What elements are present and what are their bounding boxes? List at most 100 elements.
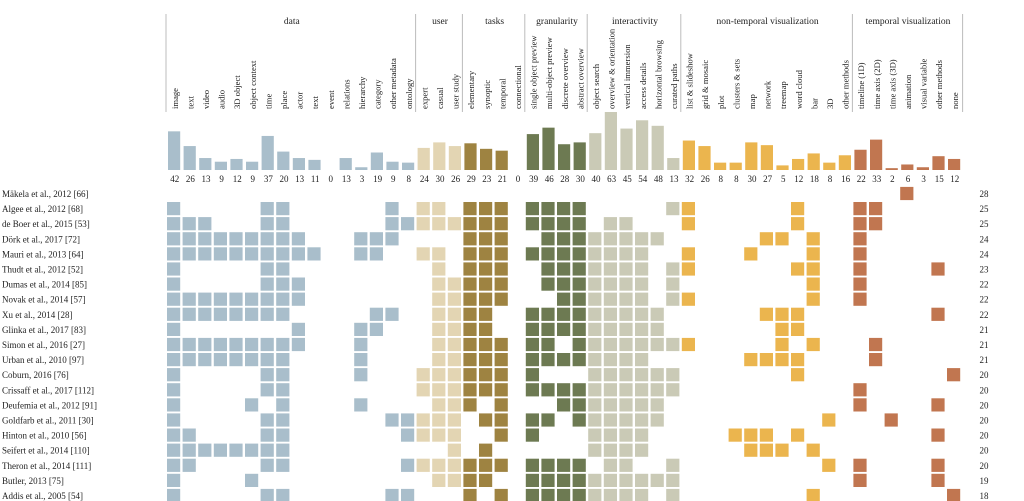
total-bar-video bbox=[199, 158, 212, 170]
row-totals: 28 25 25 24 24 23 22 22 22 21 21 21 20 20 20 20 20 20 20 19… bbox=[980, 189, 990, 501]
matrix-cell bbox=[650, 383, 664, 397]
matrix-cell bbox=[806, 277, 820, 291]
matrix-cell bbox=[354, 247, 368, 261]
column-label-bar: bar bbox=[809, 98, 819, 109]
matrix-cell bbox=[463, 307, 477, 321]
column-label-text: text bbox=[310, 96, 320, 109]
matrix-cell bbox=[572, 307, 586, 321]
matrix-cell bbox=[744, 247, 758, 261]
matrix-cell bbox=[463, 277, 477, 291]
matrix-cell bbox=[447, 383, 461, 397]
matrix-cell bbox=[681, 202, 695, 216]
matrix-cell bbox=[603, 247, 617, 261]
total-bar-audio bbox=[214, 161, 227, 170]
row-label: Theron et al., 2014 [111] bbox=[2, 461, 91, 471]
total-bar-grid-mosaic bbox=[698, 146, 711, 170]
matrix-cell bbox=[619, 428, 633, 442]
total-bar-time-axis-3d bbox=[885, 168, 898, 170]
matrix-cell bbox=[728, 428, 742, 442]
matrix-cell bbox=[853, 247, 867, 261]
total-value: 48 bbox=[654, 174, 664, 184]
column-label-time: time bbox=[263, 94, 273, 109]
matrix-cell bbox=[681, 292, 695, 306]
matrix-cell bbox=[260, 383, 274, 397]
matrix-cell bbox=[853, 277, 867, 291]
column-label-discrete-overview: discrete overview bbox=[560, 47, 570, 109]
matrix-cell bbox=[291, 292, 305, 306]
total-value: 42 bbox=[170, 174, 179, 184]
matrix-cell bbox=[260, 458, 274, 472]
matrix-cell bbox=[463, 232, 477, 246]
matrix-cell bbox=[931, 458, 945, 472]
matrix-cell bbox=[463, 247, 477, 261]
matrix-cells bbox=[167, 186, 961, 501]
matrix-cell bbox=[557, 398, 571, 412]
matrix-cell bbox=[869, 202, 883, 216]
matrix-cell bbox=[525, 458, 539, 472]
matrix-cell bbox=[276, 458, 290, 472]
total-bar-visual-variable bbox=[916, 167, 929, 170]
matrix-cell bbox=[603, 368, 617, 382]
row-label: Simon et al., 2016 [27] bbox=[2, 340, 85, 350]
column-label-animation: animation bbox=[903, 74, 913, 109]
matrix-cell bbox=[463, 473, 477, 487]
matrix-cell bbox=[463, 383, 477, 397]
matrix-cell bbox=[260, 262, 274, 276]
column-label-connectional: connectional bbox=[513, 64, 523, 109]
total-value: 12 bbox=[950, 174, 959, 184]
row-total: 21 bbox=[980, 325, 989, 335]
matrix-cell bbox=[463, 337, 477, 352]
total-bar-list-slideshow bbox=[682, 140, 695, 170]
total-value: 8 bbox=[734, 174, 739, 184]
matrix-cell bbox=[479, 307, 493, 321]
matrix-cell bbox=[167, 277, 181, 291]
matrix-cell bbox=[167, 202, 181, 216]
matrix-cell bbox=[213, 307, 227, 321]
total-bar-single-object-preview bbox=[526, 134, 539, 170]
matrix-cell bbox=[541, 458, 555, 472]
matrix-cell bbox=[635, 368, 649, 382]
matrix-cell bbox=[276, 277, 290, 291]
row-label: Addis et al., 2005 [54] bbox=[2, 491, 83, 501]
matrix-cell bbox=[291, 277, 305, 291]
matrix-cell bbox=[494, 277, 508, 291]
matrix-cell bbox=[603, 307, 617, 321]
total-value: 3 bbox=[921, 174, 926, 184]
matrix-cell bbox=[447, 277, 461, 291]
matrix-cell bbox=[260, 232, 274, 246]
total-bar-discrete-overview bbox=[558, 144, 571, 170]
matrix-cell bbox=[385, 307, 399, 321]
matrix-cell bbox=[479, 292, 493, 306]
matrix-cell bbox=[650, 307, 664, 321]
matrix-cell bbox=[463, 458, 477, 472]
matrix-cell bbox=[291, 337, 305, 352]
total-value: 0 bbox=[329, 174, 334, 184]
matrix-cell bbox=[931, 262, 945, 276]
matrix-cell bbox=[525, 322, 539, 336]
matrix-cell bbox=[416, 383, 430, 397]
matrix-cell bbox=[588, 368, 602, 382]
matrix-cell bbox=[432, 398, 446, 412]
matrix-cell bbox=[494, 368, 508, 382]
matrix-cell bbox=[479, 458, 493, 472]
matrix-cell bbox=[167, 383, 181, 397]
row-label: Butler, 2013 [75] bbox=[2, 476, 64, 486]
matrix-cell bbox=[619, 488, 633, 501]
matrix-cell bbox=[603, 413, 617, 427]
matrix-cell bbox=[229, 247, 243, 261]
total-value: 18 bbox=[810, 174, 820, 184]
group-header-user: user bbox=[432, 17, 449, 27]
total-bar-time bbox=[261, 135, 274, 170]
matrix-cell bbox=[494, 232, 508, 246]
matrix-cell bbox=[541, 202, 555, 216]
total-value: 13 bbox=[202, 174, 212, 184]
matrix-cell bbox=[822, 458, 836, 472]
matrix-cell bbox=[167, 398, 181, 412]
matrix-cell bbox=[494, 383, 508, 397]
matrix-cell bbox=[416, 368, 430, 382]
total-value: 12 bbox=[794, 174, 803, 184]
column-label-video: video bbox=[201, 90, 211, 109]
column-label-event: event bbox=[326, 90, 336, 109]
matrix-cell bbox=[603, 383, 617, 397]
matrix-cell bbox=[198, 443, 212, 457]
